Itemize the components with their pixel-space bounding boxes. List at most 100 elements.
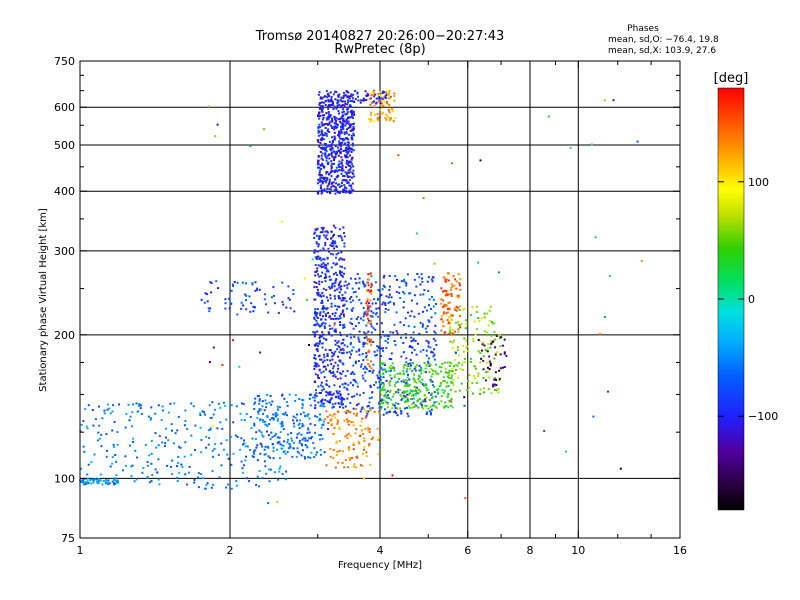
- data-point: [320, 154, 323, 157]
- data-point: [332, 392, 335, 395]
- data-point: [339, 141, 342, 144]
- stats-line-x: mean, sd,X: 103.9, 27.6: [608, 46, 716, 56]
- data-point: [342, 122, 345, 125]
- data-point: [386, 101, 389, 104]
- data-point: [328, 178, 331, 181]
- data-point: [338, 440, 341, 442]
- data-point: [180, 463, 183, 466]
- data-point: [330, 397, 333, 400]
- data-point: [296, 413, 298, 416]
- data-point: [350, 95, 353, 98]
- data-point: [334, 339, 337, 342]
- data-point: [339, 317, 342, 320]
- data-point: [451, 314, 454, 317]
- data-point: [329, 278, 331, 281]
- data-point: [281, 421, 284, 423]
- data-point: [335, 166, 338, 169]
- data-point: [323, 337, 325, 340]
- data-point: [320, 164, 323, 166]
- data-point: [448, 301, 451, 304]
- data-point: [343, 91, 345, 94]
- data-point: [358, 277, 361, 280]
- data-point: [332, 457, 335, 459]
- data-point: [334, 226, 337, 229]
- data-point: [326, 364, 329, 367]
- data-point: [450, 313, 453, 316]
- data-point: [332, 433, 335, 436]
- data-point: [448, 307, 451, 310]
- data-point: [188, 471, 190, 474]
- data-point: [358, 349, 360, 352]
- data-point: [424, 400, 427, 403]
- data-point: [289, 307, 292, 310]
- data-point: [413, 348, 416, 351]
- data-point: [290, 432, 293, 435]
- data-point: [338, 163, 341, 165]
- data-point: [390, 377, 393, 380]
- data-point: [378, 380, 381, 383]
- data-point: [358, 348, 361, 351]
- data-point: [486, 347, 489, 350]
- data-point: [281, 423, 284, 426]
- data-point: [333, 131, 336, 134]
- data-point: [381, 112, 384, 115]
- data-point: [131, 425, 134, 428]
- data-point: [319, 358, 322, 361]
- data-point: [313, 456, 316, 458]
- data-point: [251, 283, 254, 286]
- data-point: [340, 130, 343, 133]
- data-point: [130, 465, 133, 468]
- data-point: [242, 403, 245, 406]
- data-point: [333, 427, 336, 429]
- data-point: [370, 340, 373, 343]
- data-point: [355, 350, 358, 353]
- data-point: [332, 448, 335, 451]
- data-point: [172, 442, 175, 445]
- data-point: [361, 353, 364, 355]
- data-point: [450, 292, 453, 295]
- chart-title-line2: RwPretec (8p): [334, 42, 425, 57]
- data-point: [319, 392, 322, 394]
- data-point: [431, 295, 433, 298]
- data-point: [339, 270, 341, 273]
- data-point: [350, 93, 353, 96]
- data-point: [348, 184, 351, 187]
- data-point: [366, 313, 369, 316]
- data-point: [214, 408, 216, 411]
- data-point: [432, 351, 435, 354]
- data-point: [205, 484, 208, 487]
- data-point: [355, 455, 358, 458]
- data-point: [370, 286, 373, 289]
- data-point: [102, 480, 105, 482]
- data-point: [325, 383, 328, 386]
- data-point: [313, 324, 316, 327]
- data-point: [212, 455, 215, 458]
- data-point: [253, 403, 256, 405]
- data-point: [320, 168, 323, 170]
- data-point: [351, 163, 353, 166]
- data-point: [326, 105, 329, 108]
- data-point: [429, 380, 432, 383]
- data-point: [137, 410, 140, 413]
- data-point: [364, 427, 367, 430]
- data-point: [353, 114, 356, 116]
- data-point: [340, 401, 343, 404]
- data-point: [367, 444, 370, 447]
- data-point: [282, 424, 285, 427]
- data-point: [230, 463, 233, 466]
- data-point: [356, 412, 358, 415]
- data-point: [298, 439, 301, 442]
- data-point: [272, 450, 275, 453]
- data-point: [240, 418, 243, 421]
- data-point: [337, 295, 340, 298]
- data-point: [313, 368, 316, 370]
- data-point: [330, 166, 333, 169]
- data-point: [344, 142, 347, 145]
- data-point: [343, 326, 346, 329]
- data-point: [317, 162, 320, 165]
- data-point: [488, 355, 491, 358]
- data-point: [346, 351, 349, 354]
- data-point: [327, 111, 330, 114]
- data-point: [430, 316, 433, 319]
